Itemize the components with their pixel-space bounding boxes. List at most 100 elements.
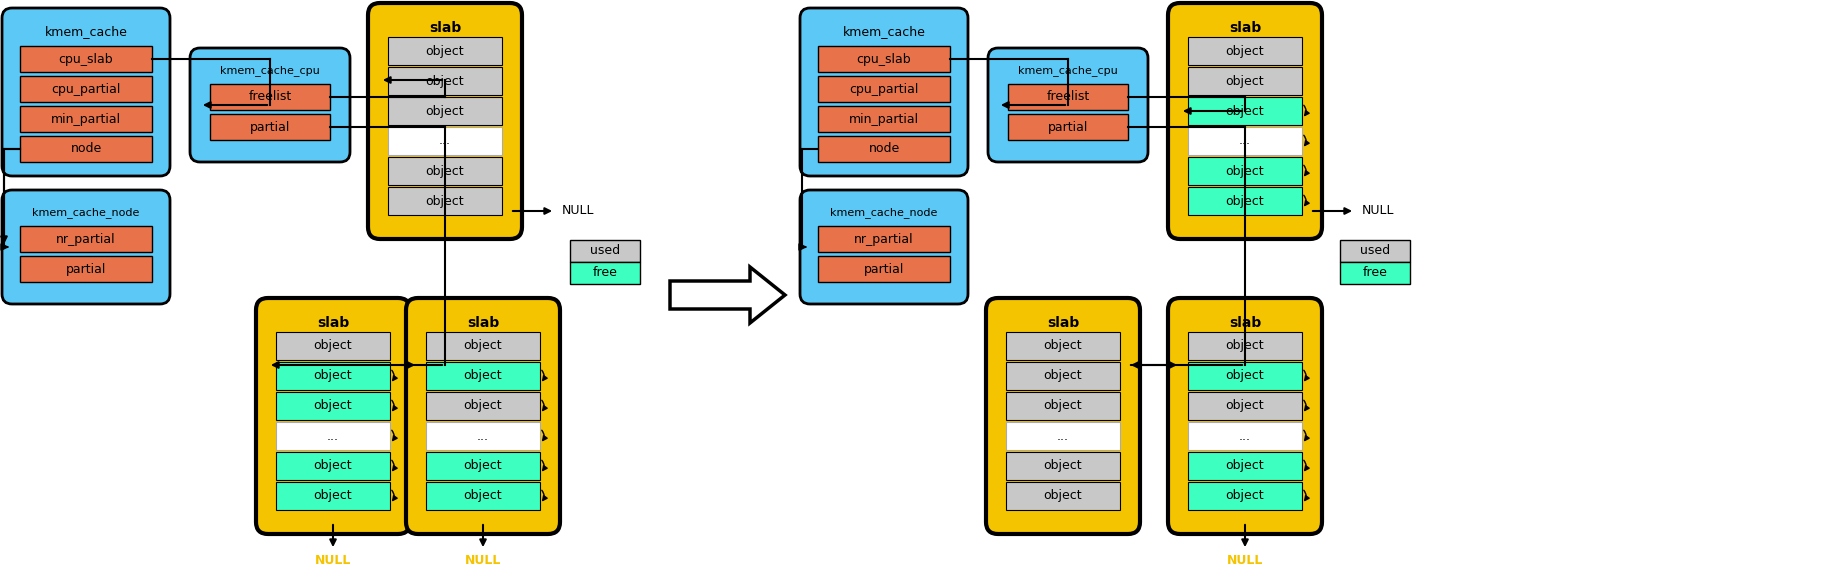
FancyBboxPatch shape [2, 8, 170, 176]
Bar [426, 392, 540, 420]
FancyBboxPatch shape [800, 190, 968, 304]
Bar [1188, 452, 1302, 480]
Text: object: object [426, 165, 465, 178]
Text: slab: slab [1228, 316, 1261, 330]
FancyBboxPatch shape [190, 48, 350, 162]
FancyBboxPatch shape [1167, 298, 1322, 534]
Bar [277, 422, 389, 450]
Bar [819, 46, 950, 72]
Bar [1188, 362, 1302, 390]
Polygon shape [669, 267, 786, 323]
Text: node: node [70, 142, 101, 155]
Bar [426, 452, 540, 480]
Text: NULL: NULL [315, 553, 350, 566]
Bar [819, 256, 950, 282]
Text: ...: ... [1239, 135, 1250, 148]
Bar [277, 332, 389, 360]
Text: object: object [1226, 195, 1265, 208]
Text: object: object [1226, 399, 1265, 413]
Text: NULL: NULL [1361, 205, 1394, 218]
Text: cpu_slab: cpu_slab [59, 52, 112, 65]
Bar [387, 67, 502, 95]
Text: object: object [463, 399, 502, 413]
Text: kmem_cache: kmem_cache [843, 25, 926, 38]
Text: object: object [1226, 459, 1265, 473]
Text: object: object [1044, 399, 1082, 413]
Text: NULL: NULL [465, 553, 502, 566]
Text: object: object [463, 339, 502, 352]
Text: min_partial: min_partial [848, 112, 918, 125]
Text: ...: ... [326, 429, 339, 443]
Bar [1188, 392, 1302, 420]
Text: ...: ... [439, 135, 452, 148]
Bar [1188, 422, 1302, 450]
Text: min_partial: min_partial [52, 112, 122, 125]
Text: slab: slab [430, 21, 461, 35]
FancyBboxPatch shape [2, 190, 170, 304]
Text: kmem_cache_cpu: kmem_cache_cpu [219, 65, 319, 76]
Bar [570, 262, 640, 284]
Bar [819, 226, 950, 252]
Text: node: node [869, 142, 900, 155]
Text: object: object [1226, 45, 1265, 58]
Text: object: object [313, 489, 352, 503]
Bar [1007, 362, 1119, 390]
Bar [426, 422, 540, 450]
Bar [1188, 332, 1302, 360]
Text: kmem_cache_node: kmem_cache_node [33, 208, 140, 219]
Text: object: object [426, 75, 465, 88]
Text: object: object [426, 105, 465, 118]
Text: object: object [1044, 459, 1082, 473]
FancyBboxPatch shape [406, 298, 561, 534]
Bar [1341, 262, 1411, 284]
Text: object: object [1226, 339, 1265, 352]
Bar [210, 114, 330, 140]
Text: nr_partial: nr_partial [55, 232, 116, 246]
Text: object: object [463, 489, 502, 503]
Bar [277, 482, 389, 510]
Text: object: object [463, 459, 502, 473]
Text: slab: slab [1047, 316, 1079, 330]
Text: used: used [590, 245, 620, 258]
Text: object: object [1044, 339, 1082, 352]
Text: slab: slab [467, 316, 500, 330]
Text: freelist: freelist [1046, 91, 1090, 103]
Bar [210, 84, 330, 110]
FancyBboxPatch shape [369, 3, 522, 239]
Text: object: object [1226, 165, 1265, 178]
Text: object: object [426, 195, 465, 208]
Bar [570, 240, 640, 262]
Bar [1341, 240, 1411, 262]
Text: kmem_cache_cpu: kmem_cache_cpu [1018, 65, 1117, 76]
Text: object: object [1044, 369, 1082, 383]
Text: nr_partial: nr_partial [854, 232, 915, 246]
Text: cpu_partial: cpu_partial [52, 82, 120, 95]
Bar [277, 362, 389, 390]
Text: object: object [1226, 105, 1265, 118]
Text: kmem_cache_node: kmem_cache_node [830, 208, 939, 219]
Bar [1009, 114, 1129, 140]
Bar [1007, 482, 1119, 510]
Text: object: object [1226, 489, 1265, 503]
Text: object: object [1044, 489, 1082, 503]
Bar [20, 106, 151, 132]
Bar [1188, 187, 1302, 215]
Text: cpu_slab: cpu_slab [857, 52, 911, 65]
Bar [387, 187, 502, 215]
Text: object: object [313, 339, 352, 352]
Bar [20, 256, 151, 282]
Text: partial: partial [66, 262, 107, 276]
FancyBboxPatch shape [988, 48, 1149, 162]
Bar [1007, 332, 1119, 360]
Bar [1188, 127, 1302, 155]
Bar [1188, 37, 1302, 65]
Text: object: object [463, 369, 502, 383]
FancyBboxPatch shape [987, 298, 1140, 534]
Text: object: object [1226, 75, 1265, 88]
Text: cpu_partial: cpu_partial [850, 82, 918, 95]
Text: kmem_cache: kmem_cache [44, 25, 127, 38]
Bar [1188, 157, 1302, 185]
FancyBboxPatch shape [256, 298, 409, 534]
Text: object: object [313, 459, 352, 473]
Text: partial: partial [863, 262, 904, 276]
